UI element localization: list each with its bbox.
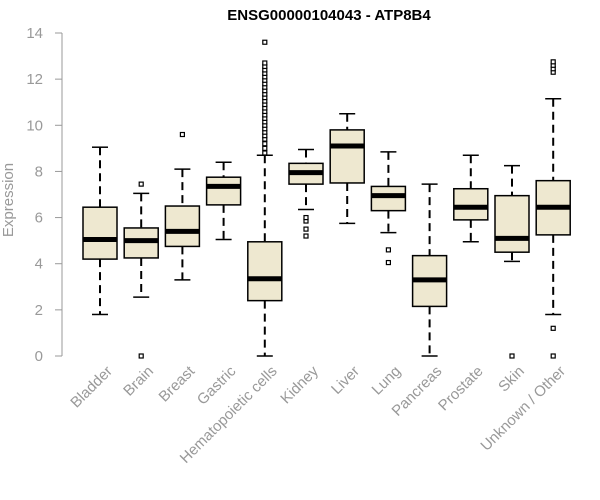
box-breast: [164, 131, 201, 281]
box-skin: [494, 164, 530, 359]
outlier-point: [262, 145, 268, 151]
y-tick-label: 8: [35, 163, 43, 180]
iqr-box: [205, 176, 242, 206]
box-lung: [370, 151, 407, 266]
x-tick-label: Brain: [120, 363, 157, 400]
y-axis-ticks: 0 2 4 6 8 10 12 14: [26, 25, 62, 365]
outlier-point: [550, 59, 556, 65]
box-liver: [329, 113, 365, 225]
box-prostate: [453, 154, 489, 243]
iqr-box: [164, 205, 201, 248]
y-tick-label: 0: [35, 348, 43, 365]
x-tick-label: Bladder: [67, 363, 116, 412]
outlier-point: [138, 181, 144, 187]
outlier-point: [179, 131, 185, 138]
box-brain: [123, 181, 159, 359]
outlier-point: [385, 259, 391, 266]
x-tick-label: Skin: [495, 363, 528, 396]
box-unknown-other: [535, 59, 571, 359]
outlier-point: [262, 60, 268, 66]
y-tick-label: 12: [26, 71, 43, 88]
box-series: [82, 39, 571, 359]
outlier-point: [303, 226, 309, 232]
outlier-point: [262, 39, 268, 45]
outlier-point: [385, 247, 391, 253]
iqr-box: [329, 129, 365, 184]
box-gastric: [205, 161, 242, 241]
x-tick-label: Lung: [369, 363, 405, 399]
y-tick-label: 2: [35, 302, 43, 319]
box-bladder: [82, 146, 118, 316]
iqr-box: [247, 241, 283, 302]
outlier-point: [262, 141, 268, 147]
iqr-box: [82, 206, 118, 260]
chart-title: ENSG00000104043 - ATP8B4: [227, 7, 431, 24]
x-tick-label: Liver: [328, 363, 363, 398]
y-axis-label: Expression: [0, 163, 17, 237]
outlier-point: [303, 214, 309, 221]
y-tick-label: 10: [26, 117, 43, 134]
x-tick-label: Prostate: [435, 363, 487, 415]
outlier-point: [138, 353, 144, 359]
outlier-point: [509, 353, 515, 359]
y-tick-label: 14: [26, 25, 43, 42]
outlier-point: [550, 325, 556, 331]
iqr-box: [453, 187, 489, 221]
box-pancreas: [411, 183, 448, 357]
box-kidney: [288, 148, 324, 239]
x-tick-label: Kidney: [277, 362, 322, 407]
outlier-point: [550, 353, 556, 359]
y-tick-label: 4: [35, 256, 43, 273]
box-hematopoietic-cells: [247, 39, 283, 357]
y-tick-label: 6: [35, 210, 43, 227]
iqr-box: [494, 194, 530, 253]
outlier-point: [303, 233, 309, 239]
x-tick-label: Breast: [156, 362, 199, 405]
iqr-box: [370, 185, 407, 212]
outlier-point: [262, 150, 268, 156]
